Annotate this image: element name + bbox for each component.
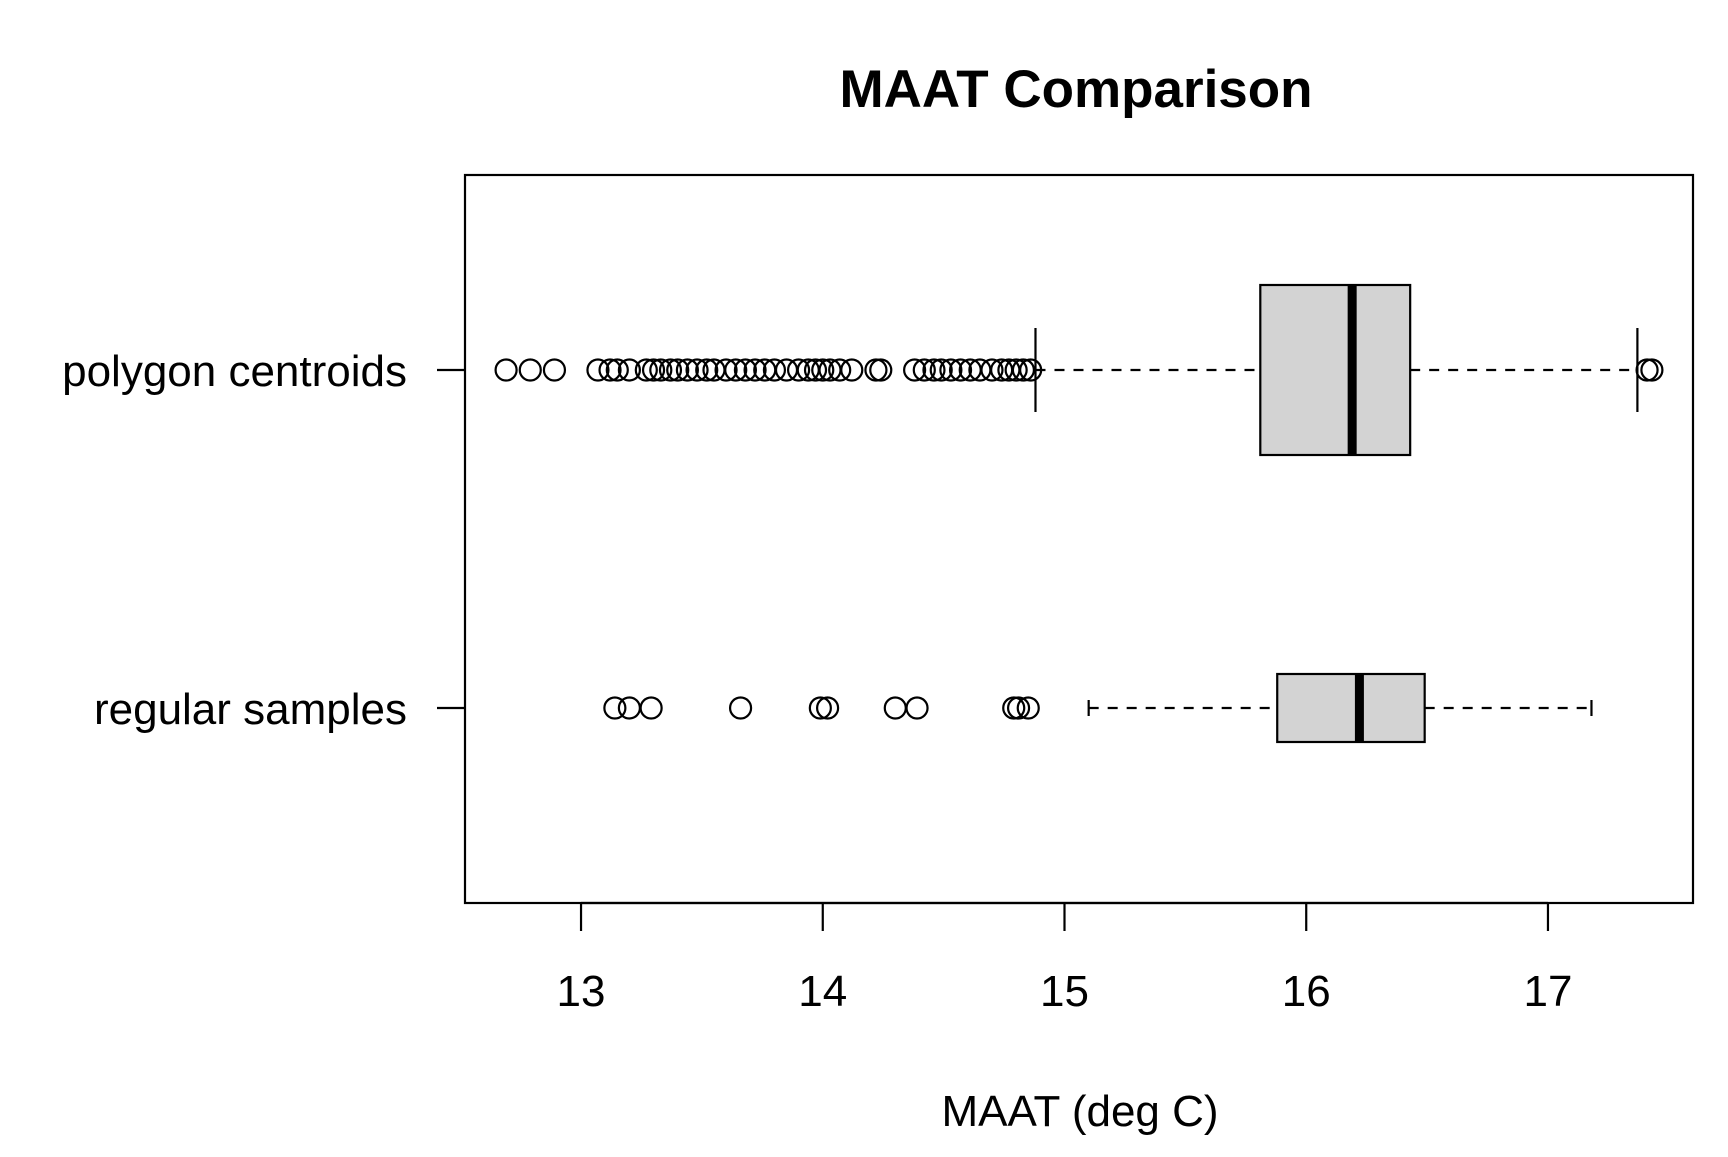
x-axis-title: MAAT (deg C) [941,1087,1218,1136]
outlier-point [869,358,893,382]
outlier-point [912,358,936,382]
x-tick-label: 16 [1282,967,1331,1016]
outlier-point [598,358,622,382]
y-category-label: regular samples [94,685,407,734]
outlier-point [786,358,811,382]
outlier-point [905,696,929,720]
outlier-point [605,358,629,382]
outlier-point [724,358,748,382]
outlier-point [586,358,610,382]
box-group-polygon-centroids [494,283,1664,457]
outlier-point [864,358,888,382]
box-group-regular-samples [603,672,1593,744]
outlier-point [494,358,518,382]
plot-frame [463,173,1695,905]
outlier-point [714,358,738,382]
outlier-point [641,358,666,382]
boxplot-layer [494,283,1664,744]
outlier-point [1011,358,1036,382]
outlier-point [728,696,753,720]
outlier-point [658,358,683,382]
iqr-box [1259,283,1412,457]
outlier-point [542,358,567,382]
outlier-point [922,358,946,382]
outlier-point [903,358,927,382]
outlier-point [883,696,907,720]
outlier-point [1640,358,1664,382]
outlier-point [675,358,699,382]
outlier-point [762,358,787,382]
y-category-label: polygon centroids [62,347,407,396]
outlier-point [828,358,852,382]
y-axis: polygon centroids regular samples [62,347,465,734]
iqr-box [1276,672,1426,744]
x-tick-label: 15 [1040,967,1089,1016]
outlier-point [774,358,799,382]
outlier-point [948,358,973,382]
outlier-point [1006,696,1031,720]
x-axis: 13 14 15 16 17 [557,901,1572,1016]
outlier-point [811,358,835,382]
outlier-point [603,696,627,720]
x-tick-label: 13 [557,967,606,1016]
outlier-point [1004,358,1028,382]
x-tick-label: 17 [1523,967,1572,1016]
outlier-point [617,696,641,720]
outlier-point [939,358,963,382]
x-tick-label: 14 [798,967,847,1016]
chart-title: MAAT Comparison [839,60,1312,119]
outlier-point [733,358,758,382]
outlier-point [815,696,840,720]
outlier-point [1016,696,1040,720]
outlier-point [840,358,864,382]
outlier-point [1019,358,1043,382]
outlier-point [649,358,673,382]
outlier-point [808,696,832,720]
outlier-point [639,696,663,720]
outlier-point [695,358,719,382]
outlier-point [803,358,828,382]
outlier-point [634,358,658,382]
outlier-point [743,358,767,382]
outlier-point [518,358,542,382]
outlier-point [685,358,709,382]
outlier-point [617,358,641,382]
outlier-point [980,358,1004,382]
outlier-point [666,358,690,382]
outlier-point [1635,358,1659,382]
outlier-point [929,358,953,382]
